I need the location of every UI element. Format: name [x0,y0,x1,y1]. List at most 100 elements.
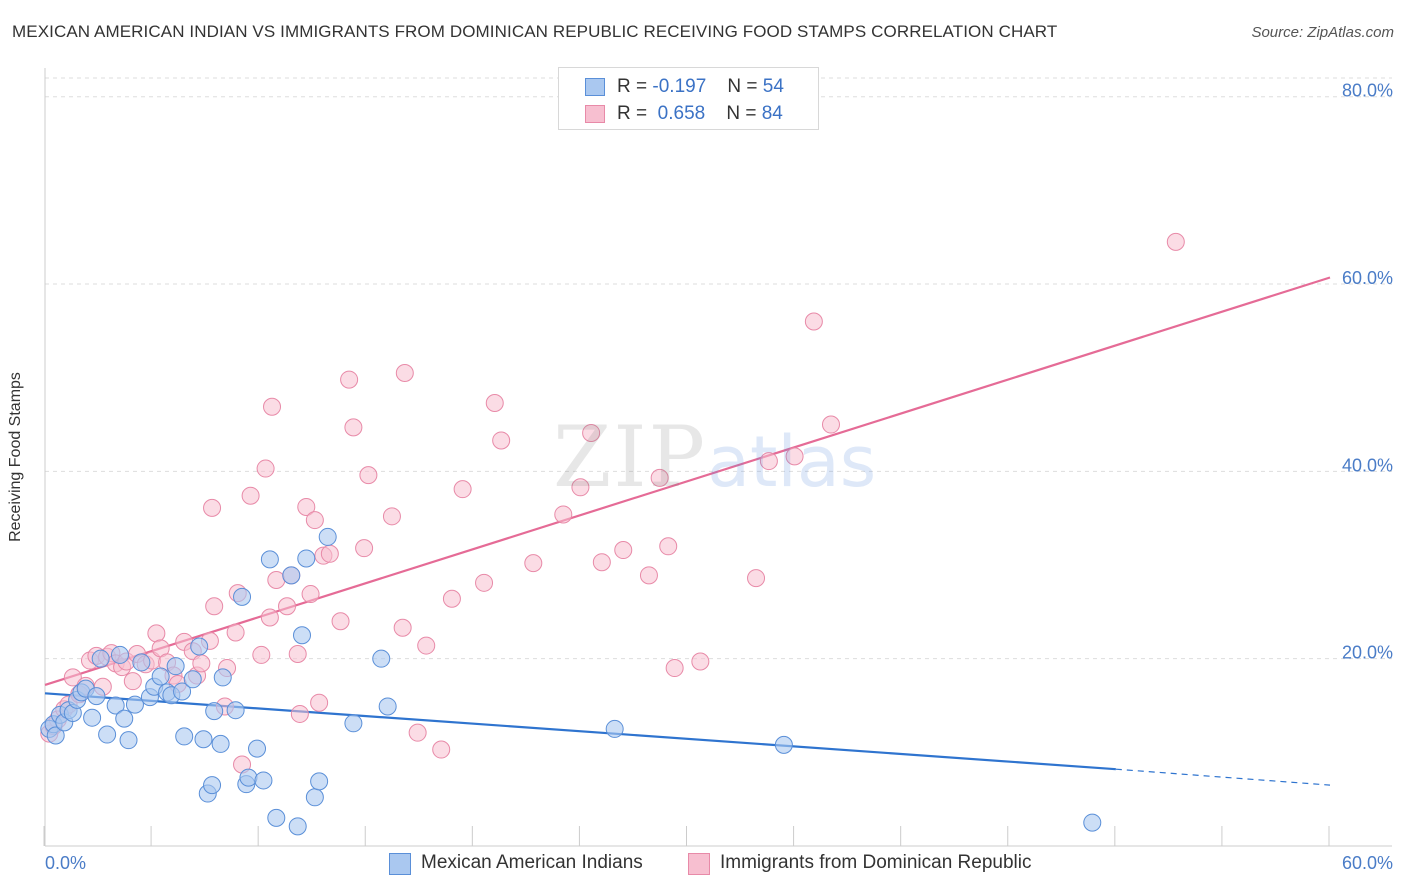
data-point-dominican [554,505,573,524]
data-point-dominican [639,566,658,585]
tick-labels: 20.0% 40.0% 60.0% 80.0% 0.0% 60.0% [45,81,1393,873]
n-label: N = [726,103,757,124]
data-point-dominican [310,693,329,712]
data-point-mexican-american [233,587,252,606]
n-value-pink: 84 [761,103,783,124]
y-tick-label: 40.0% [1342,455,1393,475]
data-point-dominican [147,624,166,643]
data-point-dominican [260,608,279,627]
stats-legend: R = -0.197 N = 54 R = 0.658 N = 84 [558,67,819,130]
watermark-atlas: atlas [707,421,877,503]
data-point-dominican [252,645,271,664]
data-point-dominican [417,636,436,655]
data-point-mexican-american [115,709,134,728]
data-point-mexican-american [226,701,245,720]
pink-swatch [585,105,605,123]
data-point-dominican [785,447,804,466]
data-point-mexican-american [213,668,232,687]
data-point-dominican [344,418,363,437]
data-point-mexican-american [239,768,258,787]
data-point-mexican-american [344,714,363,733]
r-value-blue: -0.197 [652,76,707,97]
data-point-dominican [665,659,684,678]
data-point-mexican-american [205,702,224,721]
data-point-dominican [241,486,260,505]
data-point-mexican-american [774,735,793,754]
data-point-mexican-american [297,549,316,568]
axis-layer [43,68,1392,847]
n-value-blue: 54 [762,76,784,97]
mexican-american-points [40,527,1102,836]
data-point-dominican [492,431,511,450]
data-point-mexican-american [91,649,110,668]
data-point-mexican-american [211,734,230,753]
x-tick-label: 60.0% [1342,853,1393,873]
y-tick-label: 20.0% [1342,643,1393,663]
data-point-dominican [203,498,222,517]
blue-swatch [585,78,605,96]
data-point-dominican [592,553,611,572]
data-point-dominican [355,539,374,558]
data-point-dominican [759,452,778,471]
data-point-dominican [226,623,245,642]
data-point-dominican [659,537,678,556]
data-point-mexican-american [183,670,202,689]
data-point-dominican [340,370,359,389]
data-point-mexican-american [132,653,151,672]
data-point-dominican [804,312,823,331]
r-value-pink: 0.658 [657,103,706,124]
data-point-dominican [453,480,472,499]
data-point-dominican [747,569,766,588]
data-point-dominican [614,541,633,560]
r-label: R = [617,103,648,124]
data-point-dominican [571,478,590,497]
data-point-mexican-american [605,719,624,738]
legend-text-pink: R = 0.658 N = 84 [617,103,783,125]
data-point-dominican [485,393,504,412]
data-point-mexican-american [318,527,337,546]
data-point-mexican-american [87,687,106,706]
trend-line-extension [1115,768,1331,786]
data-point-mexican-american [260,550,279,569]
data-point-dominican [305,511,324,530]
data-point-dominican [691,652,710,671]
data-point-dominican [1166,232,1185,251]
data-point-dominican [192,654,211,673]
data-point-mexican-american [288,817,307,836]
data-point-mexican-american [151,667,170,686]
series-name-pink: Immigrants from Dominican Republic [720,852,1032,873]
data-point-dominican [263,397,282,416]
n-label: N = [727,76,758,97]
data-point-mexican-american [190,637,209,656]
data-point-dominican [650,468,669,487]
chart-title: MEXICAN AMERICAN INDIAN VS IMMIGRANTS FR… [12,22,1058,41]
data-point-mexican-american [282,566,301,585]
data-point-dominican [288,645,307,663]
data-point-dominican [123,672,142,691]
data-point-mexican-american [254,771,273,790]
data-point-mexican-american [310,772,329,791]
data-point-mexican-american [305,788,324,807]
data-point-mexican-american [1083,813,1102,832]
data-point-mexican-american [267,808,286,827]
series-name-blue: Mexican American Indians [421,852,643,873]
pink-legend-swatch [688,853,710,875]
data-point-mexican-american [378,697,397,716]
data-point-dominican [393,618,412,637]
data-point-dominican [331,612,350,631]
data-point-dominican [442,589,461,608]
data-point-dominican [821,415,840,434]
watermark: ZIPatlas [553,408,876,506]
data-point-mexican-american [125,695,144,714]
data-point-mexican-american [203,776,222,795]
data-point-mexican-american [372,649,391,668]
r-label: R = [617,76,648,97]
data-point-dominican [524,554,543,573]
blue-legend-swatch [389,853,411,875]
data-point-dominican [267,571,286,590]
data-point-dominican [256,459,275,478]
y-axis-label: Receiving Food Stamps [7,372,24,542]
data-point-mexican-american [83,708,102,727]
data-point-dominican [301,585,320,604]
